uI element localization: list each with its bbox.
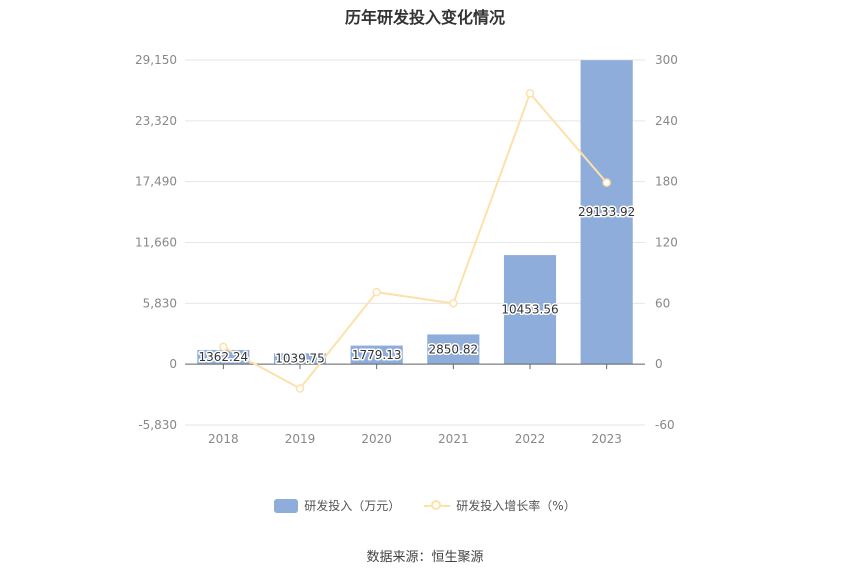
x-axis — [185, 363, 645, 370]
right-tick-label: 180 — [655, 175, 678, 189]
left-tick-label: 17,490 — [135, 175, 177, 189]
chart-svg: 29,150 23,320 17,490 11,660 5,830 0 -5,830 300… — [135, 53, 678, 446]
right-axis-ticks: 300 240 180 120 60 0 -60 — [655, 53, 678, 432]
bar-2020 — [350, 345, 403, 365]
right-tick-label: 120 — [655, 236, 678, 250]
growth-point-2020 — [372, 287, 381, 297]
bar-2019 — [273, 353, 327, 365]
right-tick-label: 240 — [655, 114, 678, 128]
legend-bar-swatch — [274, 498, 299, 513]
category-labels: 2018 2019 2020 2021 2022 2023 — [208, 432, 622, 446]
legend: 研发投入（万元） 研发投入增长率（%） — [0, 497, 850, 514]
category-label-2023: 2023 — [591, 432, 622, 446]
growth-point-2019 — [295, 384, 305, 393]
growth-point-2018 — [219, 342, 228, 352]
category-label-2021: 2021 — [438, 432, 469, 446]
line-series — [219, 89, 611, 393]
bar-2022 — [503, 255, 557, 365]
growth-line — [222, 91, 608, 390]
category-label-2018: 2018 — [208, 432, 239, 446]
growth-point-2022 — [525, 89, 535, 98]
right-tick-label: 300 — [655, 53, 678, 67]
bar-2021 — [427, 334, 480, 365]
chart-title: 历年研发投入变化情况 — [344, 8, 505, 27]
growth-point-2021 — [449, 299, 458, 308]
bar-label-2019: 1039.75 — [275, 352, 325, 366]
left-tick-label: 0 — [169, 357, 177, 371]
grid-lines — [185, 59, 645, 426]
category-label-2022: 2022 — [515, 432, 546, 446]
bar-series — [197, 60, 633, 365]
left-tick-label: 11,660 — [135, 236, 177, 250]
growth-point-2023 — [602, 178, 611, 187]
category-label-2020: 2020 — [361, 432, 392, 446]
right-tick-label: 0 — [655, 357, 663, 371]
left-tick-label: 5,830 — [143, 296, 177, 310]
bar-label-2020: 1779.13 — [352, 348, 402, 362]
bar-label-2022: 10453.56 — [501, 303, 558, 317]
left-tick-label: -5,830 — [138, 418, 177, 432]
legend-line-swatch — [424, 499, 451, 513]
right-tick-label: -60 — [655, 418, 675, 432]
right-tick-label: 60 — [655, 296, 670, 310]
left-axis-ticks: 29,150 23,320 17,490 11,660 5,830 0 -5,830 — [135, 53, 177, 432]
bar-label-2023: 29133.92 — [578, 205, 635, 219]
data-source: 数据来源：恒生聚源 — [366, 550, 484, 565]
bar-label-2018: 1362.24 — [199, 350, 249, 364]
legend-line-label: 研发投入增长率（%） — [456, 499, 576, 513]
bar-2023 — [580, 60, 633, 365]
legend-item-line[interactable]: 研发投入增长率（%） — [424, 497, 576, 514]
bar-label-2021: 2850.82 — [429, 342, 479, 356]
left-tick-label: 29,150 — [135, 53, 177, 67]
legend-item-bar[interactable]: 研发投入（万元） — [274, 497, 400, 514]
category-label-2019: 2019 — [285, 432, 316, 446]
legend-bar-label: 研发投入（万元） — [304, 499, 401, 513]
left-tick-label: 23,320 — [135, 114, 177, 128]
bar-data-labels: 1362.24 1039.75 1779.13 2850.82 10453.56 2913… — [197, 204, 637, 368]
